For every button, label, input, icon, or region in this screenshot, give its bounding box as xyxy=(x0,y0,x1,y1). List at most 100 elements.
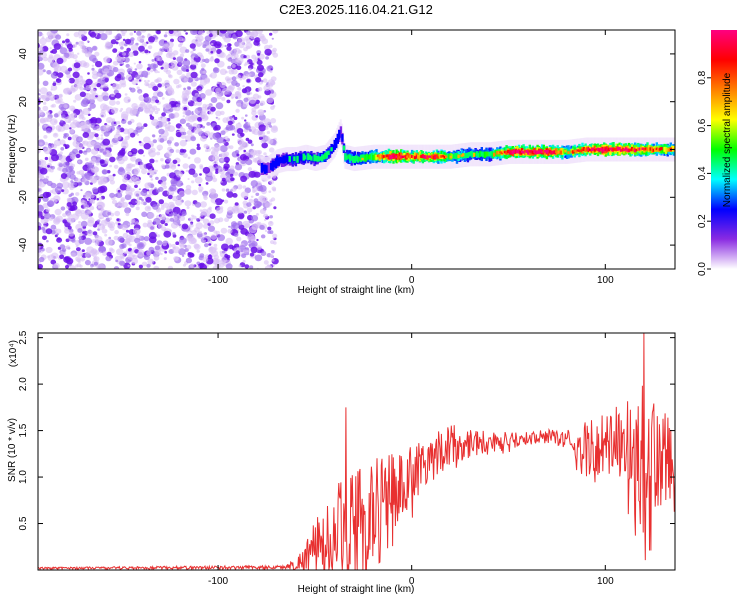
spectrogram-noise-cell xyxy=(248,73,252,76)
spectrogram-noise-cell xyxy=(128,248,132,252)
spectrogram-noise-cell xyxy=(251,215,259,222)
spectrogram-noise-cell xyxy=(186,206,190,210)
spectrogram-noise-cell xyxy=(233,171,239,176)
spectrogram-noise-cell xyxy=(255,192,260,196)
spectrogram-track-cell xyxy=(604,147,607,152)
spectrogram-noise-cell xyxy=(202,70,206,74)
spectrogram-noise-cell xyxy=(194,244,201,250)
spectrogram-noise-cell xyxy=(89,193,95,199)
spectrogram-noise-cell xyxy=(143,80,147,83)
spectrogram-noise-cell xyxy=(264,218,267,222)
spectrogram-noise-cell xyxy=(155,125,160,129)
spectrogram-noise-cell xyxy=(61,181,70,189)
spectrogram-noise-cell xyxy=(190,71,198,79)
spectrogram-noise-cell xyxy=(125,229,130,233)
spectrogram-noise-cell xyxy=(262,199,267,204)
spectrogram-noise-cell xyxy=(63,133,67,137)
spectrogram-track-cell xyxy=(427,155,431,158)
spectrogram-noise-cell xyxy=(212,67,220,74)
spectrogram-noise-cell xyxy=(155,99,160,104)
spectrogram-track-cell xyxy=(308,154,312,160)
spectrogram-noise-cell xyxy=(272,105,276,108)
spectrogram-noise-cell xyxy=(249,252,255,257)
spectrogram-noise-cell xyxy=(78,160,81,163)
spectrogram-track-cell xyxy=(331,144,335,152)
spectrogram-noise-cell xyxy=(103,56,111,63)
spectrogram-noise-cell xyxy=(210,97,218,103)
spectrogram-noise-cell xyxy=(202,44,207,49)
spectrogram-noise-cell xyxy=(40,215,45,220)
spectrogram-noise-cell xyxy=(265,126,269,130)
spectrogram-noise-cell xyxy=(39,117,47,124)
spectrogram-noise-cell xyxy=(178,190,186,197)
spectrogram-noise-cell xyxy=(167,87,174,94)
spectrogram-noise-cell xyxy=(69,205,76,212)
spectrogram-noise-cell xyxy=(51,143,57,149)
spectrogram-track-cell xyxy=(263,164,267,174)
spectrogram-noise-cell xyxy=(216,94,222,100)
spectrogram-noise-cell xyxy=(230,177,235,182)
spectrogram-noise-cell xyxy=(257,185,264,192)
spectrogram-noise-cell xyxy=(53,113,59,118)
spectrogram-track-cell xyxy=(271,160,274,171)
spectrogram-noise-cell xyxy=(62,40,66,44)
spectrogram-noise-cell xyxy=(42,46,49,52)
spectrogram-track-cell xyxy=(268,162,271,173)
spectrogram-track-cell xyxy=(573,149,576,152)
spectrogram-track-cell xyxy=(472,152,476,157)
spectrogram-noise-cell xyxy=(124,207,132,214)
spectrogram-track-cell xyxy=(287,155,290,164)
spectrogram-noise-cell xyxy=(182,149,187,153)
spectrogram-noise-cell xyxy=(57,167,61,171)
spectrogram-noise-cell xyxy=(174,256,179,261)
spectrogram-track-cell xyxy=(395,155,398,158)
spectrogram-noise-cell xyxy=(46,255,51,259)
spectrogram-track-cell xyxy=(288,156,291,162)
spectrogram-noise-cell xyxy=(161,97,165,100)
spectrogram-track-cell xyxy=(476,151,479,156)
spectrogram-noise-cell xyxy=(78,221,81,224)
spectrogram-noise-cell xyxy=(132,153,135,156)
spectrogram-noise-cell xyxy=(219,145,228,153)
spectrogram-track-cell xyxy=(641,147,645,150)
spectrogram-noise-cell xyxy=(225,126,230,131)
spectrogram-noise-cell xyxy=(112,66,119,73)
spectrogram-track-cell xyxy=(593,149,597,152)
spectrogram-noise-cell xyxy=(150,81,156,87)
spectrogram-noise-cell xyxy=(154,39,158,43)
spectrogram-noise-cell xyxy=(175,171,183,178)
snr-x-tick-label: 100 xyxy=(597,576,614,587)
spectrogram-noise-cell xyxy=(75,82,83,89)
spectrogram-noise-cell xyxy=(186,72,192,77)
spectrogram-noise-cell xyxy=(246,45,250,50)
spectrogram-noise-cell xyxy=(134,68,138,71)
spectrogram-track-cell xyxy=(520,150,524,153)
spectrogram-track-cell xyxy=(629,148,632,152)
snr-frame xyxy=(37,332,676,571)
spectrogram-noise-cell xyxy=(185,257,192,264)
spectrogram-noise-cell xyxy=(54,208,62,216)
spectrogram-noise-cell xyxy=(219,52,226,59)
spectrogram-noise-cell xyxy=(133,178,141,185)
spectrogram-noise-cell xyxy=(129,132,136,138)
spectrogram-noise-cell xyxy=(236,102,242,108)
spectrogram-noise-cell xyxy=(250,180,258,187)
spectrogram-noise-cell xyxy=(120,113,129,121)
spectrogram-noise-cell xyxy=(41,33,44,36)
spectrogram-noise-cell xyxy=(203,239,207,243)
spectrogram-noise-cell xyxy=(81,178,87,183)
spectrogram-noise-cell xyxy=(183,78,189,83)
spectrogram-track-cell xyxy=(305,153,308,160)
spectrogram-noise-cell xyxy=(121,172,128,178)
spectrogram-noise-cell xyxy=(51,103,56,108)
spectrogram-noise-cell xyxy=(196,146,201,151)
spectrogram-noise-cell xyxy=(116,53,120,56)
spectrogram-noise-cell xyxy=(49,165,53,169)
spectrogram-noise-cell xyxy=(159,138,165,143)
spectrogram-track-cell xyxy=(503,150,507,154)
spectrogram-noise-cell xyxy=(91,45,98,51)
spectrogram-track-cell xyxy=(561,148,564,155)
spectrogram-noise-cell xyxy=(239,146,243,150)
spectrogram-track-cell xyxy=(595,148,598,151)
